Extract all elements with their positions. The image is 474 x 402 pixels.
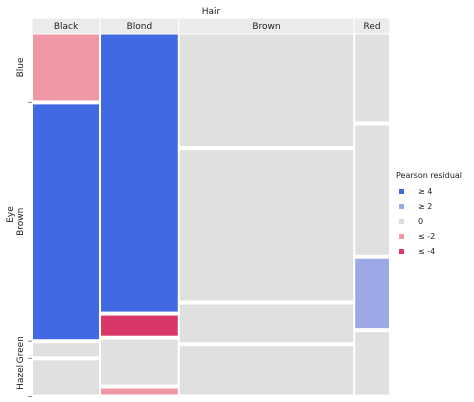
hair-tick-label: Red xyxy=(364,22,381,32)
legend-label: ≤ -2 xyxy=(418,232,435,241)
cell-blond-hazel xyxy=(100,387,179,396)
cell-brown-brown xyxy=(178,149,355,302)
cell-red-hazel xyxy=(354,331,391,396)
legend-swatch xyxy=(399,219,404,224)
eye-tick-label: Green xyxy=(16,336,26,363)
hair-tick-label: Brown xyxy=(252,22,280,32)
cell-red-green xyxy=(354,257,391,330)
cell-black-green xyxy=(32,342,101,358)
cell-black-brown xyxy=(32,103,101,341)
hair-tick-label: Black xyxy=(54,22,79,32)
cell-brown-blue xyxy=(178,33,355,148)
cell-blond-green xyxy=(100,338,179,386)
cell-black-hazel xyxy=(32,359,101,396)
eye-tick-label: Brown xyxy=(16,208,26,236)
legend-label: ≥ 4 xyxy=(418,187,432,196)
eye-axis-title: Eye xyxy=(6,206,16,223)
eye-axis: Eye Blue Brown Green Hazel xyxy=(6,57,32,397)
legend-label: 0 xyxy=(418,217,423,226)
mosaic-cells xyxy=(32,33,391,396)
legend: Pearson residual ≥ 4 ≥ 2 0 ≤ -2 ≤ -4 xyxy=(396,171,462,256)
legend-swatch xyxy=(399,204,404,209)
legend-swatch xyxy=(399,234,404,239)
hair-axis-title: Hair xyxy=(202,7,221,17)
cell-blond-brown xyxy=(100,314,179,337)
hair-axis: Hair Black Blond Brown Red xyxy=(31,7,391,35)
cell-brown-green xyxy=(178,303,355,344)
cell-brown-hazel xyxy=(178,345,355,396)
hair-tick-label: Blond xyxy=(127,22,153,32)
cell-red-blue xyxy=(354,33,391,123)
legend-swatch xyxy=(399,249,404,254)
legend-label: ≤ -4 xyxy=(418,247,435,256)
eye-tick-label: Hazel xyxy=(16,365,26,390)
eye-tick-label: Blue xyxy=(16,57,26,77)
cell-red-brown xyxy=(354,124,391,256)
legend-title: Pearson residual xyxy=(396,171,462,180)
cell-black-blue xyxy=(32,33,101,102)
legend-label: ≥ 2 xyxy=(418,202,432,211)
legend-swatch xyxy=(399,189,404,194)
cell-blond-blue xyxy=(100,33,179,313)
